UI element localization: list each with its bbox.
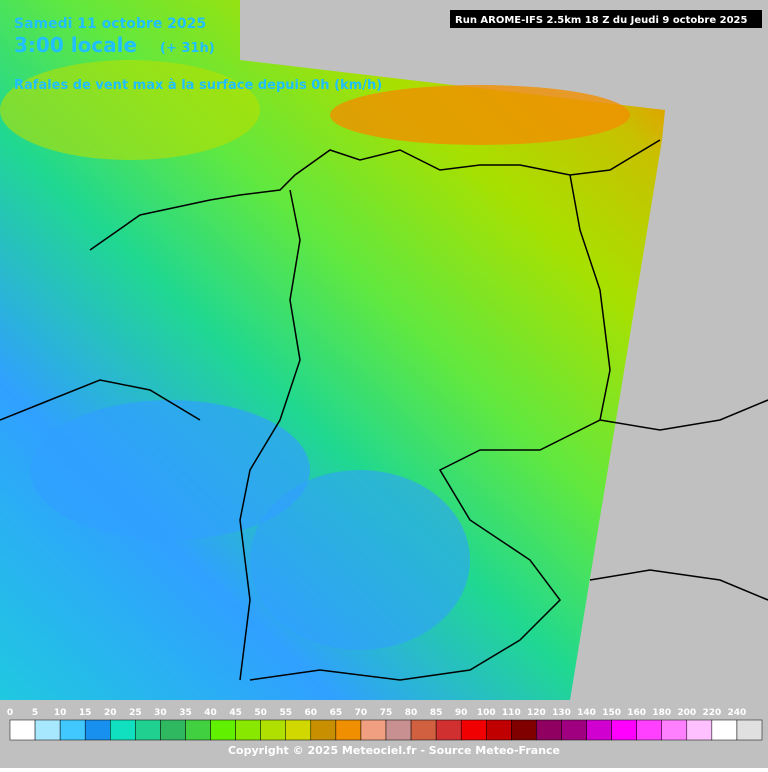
legend-label: 220 (702, 708, 721, 718)
legend-swatch (310, 719, 337, 741)
legend-swatch (360, 719, 387, 741)
legend-label: 45 (229, 708, 242, 718)
borders (0, 139, 768, 681)
legend-label: 55 (279, 708, 292, 718)
legend-label: 120 (527, 708, 546, 718)
wind-area (0, 60, 260, 160)
legend-swatch (135, 719, 161, 741)
legend-label: 15 (79, 708, 92, 718)
legend-swatch (59, 719, 86, 741)
legend-label: 70 (355, 708, 368, 718)
legend-label: 40 (204, 708, 217, 718)
time: 3:00 locale (14, 33, 137, 57)
legend-label: 25 (129, 708, 142, 718)
legend-swatch (736, 719, 763, 741)
legend-label: 110 (502, 708, 521, 718)
legend-swatch (586, 719, 612, 741)
copyright: Copyright © 2025 Meteociel.fr - Source M… (228, 744, 560, 757)
wind-area (330, 85, 630, 145)
offset: (+ 31h) (160, 41, 215, 56)
legend-label: 35 (179, 708, 192, 718)
legend-label: 140 (577, 708, 596, 718)
legend-label: 90 (455, 708, 468, 718)
legend-label: 60 (305, 708, 318, 718)
legend-swatch (34, 719, 61, 741)
wind-area (30, 400, 310, 540)
legend-label: 10 (54, 708, 67, 718)
legend-label: 160 (627, 708, 646, 718)
legend-swatch (536, 719, 562, 741)
date: Samedi 11 octobre 2025 (14, 16, 206, 32)
legend-swatch (511, 719, 537, 741)
legend-label: 80 (405, 708, 418, 718)
legend-label: 50 (254, 708, 267, 718)
run-info: Run AROME-IFS 2.5km 18 Z du Jeudi 9 octo… (455, 15, 747, 26)
legend-swatch (335, 719, 362, 741)
legend-label: 150 (602, 708, 621, 718)
legend-swatch (210, 719, 236, 741)
legend-swatch (9, 719, 36, 741)
legend-swatch (285, 719, 312, 741)
legend-label: 130 (552, 708, 571, 718)
legend-swatch (661, 719, 688, 741)
legend-swatch (636, 719, 662, 741)
legend-label: 20 (104, 708, 117, 718)
legend-swatch (235, 719, 261, 741)
legend-label: 180 (652, 708, 671, 718)
legend-swatch (460, 719, 487, 741)
legend-swatch (561, 719, 587, 741)
legend-label: 75 (380, 708, 393, 718)
legend-swatch (611, 719, 637, 741)
legend-swatch (160, 719, 186, 741)
wind-area (250, 470, 470, 650)
legend-swatch (486, 719, 512, 741)
legend-swatch (711, 719, 738, 741)
legend-label: 30 (154, 708, 167, 718)
legend-swatch (110, 719, 136, 741)
legend-label: 5 (32, 708, 38, 718)
run-box (450, 10, 762, 28)
legend-label: 100 (477, 708, 496, 718)
legend-swatch (260, 719, 286, 741)
legend-swatch (185, 719, 211, 741)
legend-swatch (435, 719, 462, 741)
legend-swatch (686, 719, 713, 741)
legend-label: 0 (7, 708, 13, 718)
legend-swatch (385, 719, 412, 741)
legend-swatch (84, 719, 111, 741)
legend: 0 5 10 15 20 25 30 35 40 45 50 55 60 65 70 75 80 85 90 100 1… (7, 708, 763, 741)
legend-label: 65 (330, 708, 343, 718)
legend-label: 240 (728, 708, 747, 718)
legend-swatch (410, 719, 437, 741)
parameter: Rafales de vent max à la surface depuis … (14, 78, 382, 93)
legend-label: 200 (677, 708, 696, 718)
legend-label: 85 (430, 708, 443, 718)
